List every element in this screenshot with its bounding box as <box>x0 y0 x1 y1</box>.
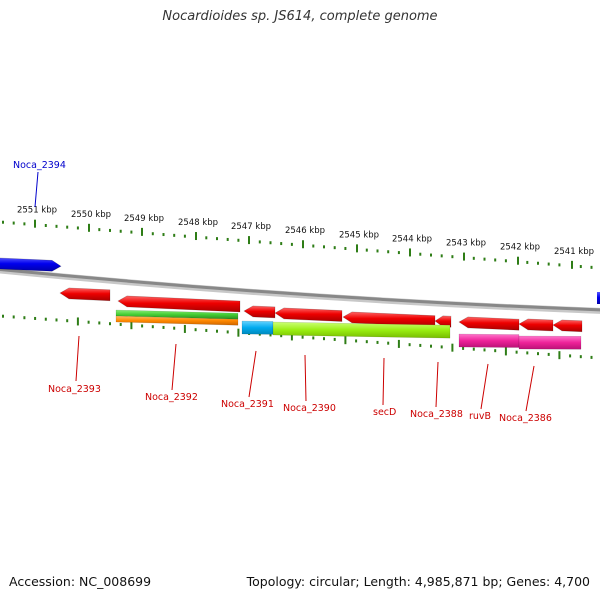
label-leader-line <box>382 357 385 406</box>
tick-label: 2545 kbp <box>339 230 379 240</box>
gene-label[interactable]: Noca_2390 <box>283 403 336 414</box>
gene-label[interactable]: Noca_2386 <box>499 413 552 424</box>
topology-text: Topology: circular; Length: 4,985,871 bp… <box>246 574 590 589</box>
gene-noca-2393[interactable] <box>59 287 111 302</box>
gene-label[interactable]: ruvB <box>469 411 491 422</box>
gene-secd[interactable] <box>342 311 436 327</box>
genome-backbone <box>0 267 600 312</box>
tick-label: 2546 kbp <box>285 226 325 236</box>
label-leader-line <box>435 361 439 408</box>
domain-cyan[interactable] <box>241 320 274 335</box>
map-title: Nocardioides sp. JS614, complete genome <box>162 9 438 24</box>
gene-noca-2386-a[interactable] <box>518 318 554 332</box>
gene-noca-2392[interactable] <box>117 295 241 313</box>
tick-label: 2550 kbp <box>71 210 111 220</box>
tick-label: 2547 kbp <box>231 222 271 232</box>
tick-label: 2544 kbp <box>392 234 432 244</box>
gene-noca-2386-b[interactable] <box>552 319 583 333</box>
domain-lime[interactable] <box>272 321 451 339</box>
label-leader-line <box>75 335 80 382</box>
gene-ruvb[interactable] <box>458 316 520 331</box>
tick-label: 2548 kbp <box>178 218 218 228</box>
gene-label[interactable]: Noca_2393 <box>48 384 101 395</box>
accession-text: Accession: NC_008699 <box>9 574 152 589</box>
domain-orange[interactable] <box>115 315 239 326</box>
label-leader-line <box>248 350 257 398</box>
label-leader-line <box>304 354 307 402</box>
gene-label[interactable]: Noca_2392 <box>145 392 198 403</box>
label-leader-line <box>171 343 177 391</box>
tick-label: 2549 kbp <box>124 214 164 224</box>
label-leader-line <box>480 363 489 410</box>
tick-label: 2551 kbp <box>17 206 57 216</box>
domain-pink-b[interactable] <box>518 335 582 350</box>
gene-label[interactable]: secD <box>373 407 396 418</box>
gene-label[interactable]: Noca_2388 <box>410 409 463 420</box>
label-leader-line <box>525 365 535 412</box>
tick-label: 2542 kbp <box>500 243 540 253</box>
gene-label[interactable]: Noca_2391 <box>221 399 274 410</box>
domain-pink-a[interactable] <box>458 333 520 348</box>
tick-label: 2543 kbp <box>446 239 486 249</box>
gene-noca-2390[interactable] <box>274 307 343 322</box>
gene-fragment-right[interactable] <box>597 292 600 304</box>
label-leader-line <box>34 171 39 208</box>
tick-label: 2541 kbp <box>554 247 594 257</box>
gene-noca-2391[interactable] <box>243 305 276 319</box>
gene-noca-2394[interactable] <box>0 257 62 272</box>
gene-label[interactable]: Noca_2394 <box>13 160 66 171</box>
